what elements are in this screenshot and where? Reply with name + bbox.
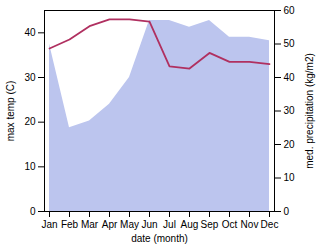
svg-text:max temp (C): max temp (C) bbox=[5, 81, 16, 142]
svg-text:Sep: Sep bbox=[201, 219, 219, 230]
svg-text:40: 40 bbox=[24, 27, 36, 38]
svg-text:Jul: Jul bbox=[163, 219, 176, 230]
svg-text:40: 40 bbox=[284, 72, 296, 83]
svg-text:Jan: Jan bbox=[41, 219, 57, 230]
svg-text:20: 20 bbox=[284, 139, 296, 150]
svg-text:20: 20 bbox=[24, 116, 36, 127]
svg-text:60: 60 bbox=[284, 5, 296, 16]
svg-text:Apr: Apr bbox=[102, 219, 118, 230]
svg-text:10: 10 bbox=[284, 172, 296, 183]
svg-text:Dec: Dec bbox=[261, 219, 279, 230]
svg-text:30: 30 bbox=[24, 72, 36, 83]
svg-text:Mar: Mar bbox=[81, 219, 99, 230]
svg-text:Jun: Jun bbox=[141, 219, 157, 230]
svg-text:Nov: Nov bbox=[241, 219, 259, 230]
svg-text:0: 0 bbox=[284, 206, 290, 217]
svg-text:10: 10 bbox=[24, 161, 36, 172]
svg-text:May: May bbox=[120, 219, 139, 230]
svg-text:50: 50 bbox=[284, 38, 296, 49]
svg-text:Feb: Feb bbox=[61, 219, 79, 230]
svg-text:30: 30 bbox=[284, 105, 296, 116]
svg-text:date (month): date (month) bbox=[131, 233, 188, 244]
svg-text:Aug: Aug bbox=[181, 219, 199, 230]
svg-text:0: 0 bbox=[30, 206, 36, 217]
svg-text:Oct: Oct bbox=[222, 219, 238, 230]
svg-text:med. precipitation (kg/m2): med. precipitation (kg/m2) bbox=[304, 53, 315, 169]
